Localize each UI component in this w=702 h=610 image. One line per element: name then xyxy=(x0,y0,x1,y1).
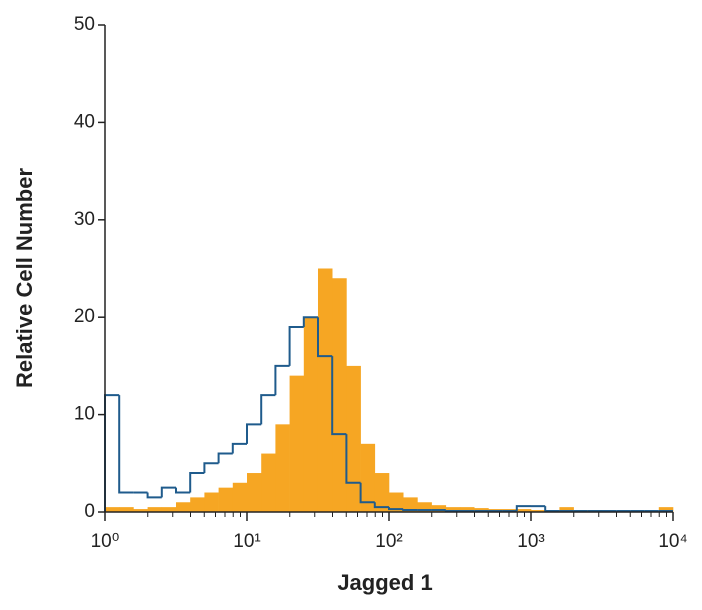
x-tick-label: 10¹ xyxy=(233,531,260,552)
x-axis-label: Jagged 1 xyxy=(337,570,432,595)
bar xyxy=(261,453,276,512)
bar xyxy=(459,507,475,512)
outline-step xyxy=(231,442,247,454)
y-tick-label: 30 xyxy=(74,209,95,230)
x-tick-label: 10² xyxy=(375,531,402,552)
y-tick-label: 10 xyxy=(74,404,95,425)
bar xyxy=(389,492,404,512)
outline-step xyxy=(373,502,389,509)
bar xyxy=(218,487,234,512)
outline-step xyxy=(260,394,276,425)
bar xyxy=(332,278,347,512)
bar xyxy=(431,505,447,512)
x-tick-label: 10³ xyxy=(517,531,544,552)
bar xyxy=(516,509,532,512)
outline-step xyxy=(189,472,205,493)
outline-step xyxy=(274,364,290,396)
bar xyxy=(133,509,148,512)
bar xyxy=(445,507,461,512)
outline-step xyxy=(146,492,162,499)
x-tick-label: 10⁰ xyxy=(91,531,120,552)
bar xyxy=(403,497,418,512)
bar xyxy=(190,497,205,512)
bar xyxy=(303,317,319,512)
outline-step xyxy=(288,325,304,366)
outline-step xyxy=(104,394,120,512)
bar xyxy=(204,492,219,512)
bar xyxy=(346,365,361,512)
y-tick-label: 20 xyxy=(74,306,95,327)
outline-step xyxy=(388,507,404,511)
outline-step xyxy=(316,317,333,358)
bar xyxy=(147,507,163,512)
outline-step xyxy=(160,486,176,498)
y-axis-label: Relative Cell Number xyxy=(12,168,37,389)
outline-step xyxy=(118,395,134,494)
bar xyxy=(317,268,333,512)
outline-step xyxy=(402,509,418,512)
bar xyxy=(289,375,305,512)
bar xyxy=(417,502,432,512)
y-tick-label: 40 xyxy=(74,111,95,132)
y-tick-label: 50 xyxy=(74,14,95,35)
outline-step xyxy=(203,462,219,474)
bar xyxy=(275,424,290,512)
bar xyxy=(175,502,191,512)
outline-step xyxy=(359,482,375,504)
bar xyxy=(105,507,120,512)
bar xyxy=(559,507,574,512)
outline-step xyxy=(345,434,361,484)
bar xyxy=(531,510,546,512)
x-tick-label: 10⁴ xyxy=(658,531,687,552)
outline-step xyxy=(174,487,191,494)
outline-step xyxy=(544,506,560,513)
bar xyxy=(161,507,177,512)
outline-step xyxy=(444,510,460,513)
y-tick-label: 0 xyxy=(84,501,95,522)
bar xyxy=(360,443,376,512)
bar xyxy=(374,473,390,512)
outline-step xyxy=(217,452,233,464)
outline-step xyxy=(246,423,262,444)
outline-step xyxy=(331,356,347,436)
bar xyxy=(232,482,248,512)
outline-step xyxy=(302,316,318,327)
bar xyxy=(119,507,134,512)
outline-step xyxy=(515,505,531,512)
bar xyxy=(247,473,262,512)
bar xyxy=(658,507,674,512)
